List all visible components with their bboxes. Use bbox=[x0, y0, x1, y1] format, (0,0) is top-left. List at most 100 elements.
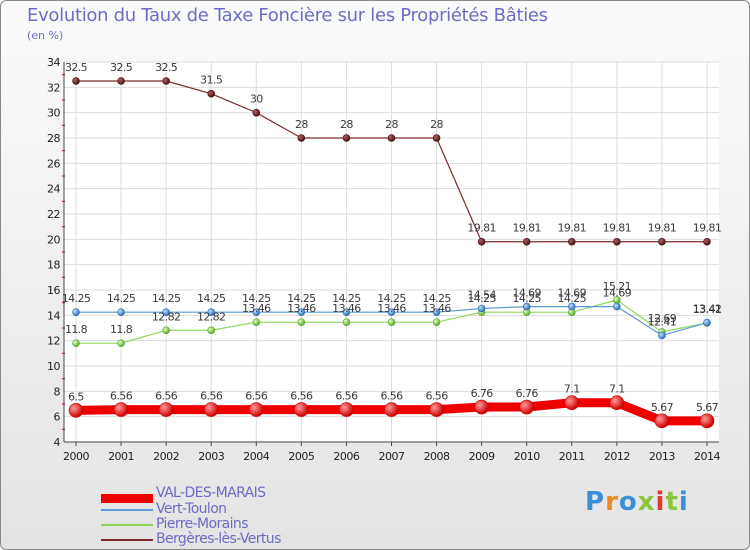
data-point-val-des-marais bbox=[339, 402, 354, 417]
data-label-pierre-morains: 14.25 bbox=[558, 292, 587, 305]
data-point-pierre-morains bbox=[207, 326, 216, 335]
legend-label-vert-toulon: Vert-Toulon bbox=[156, 501, 227, 517]
data-point-vert-toulon bbox=[387, 308, 396, 316]
data-label-vert-toulon: 14.25 bbox=[332, 292, 361, 305]
data-label-vert-toulon: 14.25 bbox=[152, 292, 181, 305]
data-label-pierre-morains: 11.8 bbox=[110, 323, 133, 336]
data-label-val-des-marais: 6.56 bbox=[290, 390, 313, 403]
data-label-val-des-marais: 6.76 bbox=[471, 387, 494, 400]
data-point-vert-toulon bbox=[117, 308, 125, 316]
data-point-val-des-marais bbox=[474, 399, 489, 415]
logo-letter: r bbox=[605, 487, 619, 517]
legend-swatch-vert-toulon bbox=[101, 509, 153, 511]
y-tick-label: 12 bbox=[47, 335, 60, 348]
data-label-pierre-morains: 13.46 bbox=[332, 302, 361, 315]
data-label-bergeres-les-vertus: 32.5 bbox=[65, 61, 88, 74]
data-label-val-des-marais: 6.56 bbox=[200, 390, 223, 403]
x-tick-label: 2001 bbox=[108, 450, 134, 463]
data-point-bergeres-les-vertus bbox=[72, 77, 80, 85]
data-label-pierre-morains: 12.82 bbox=[197, 310, 226, 323]
data-label-vert-toulon: 14.54 bbox=[467, 288, 496, 301]
logo-letter: i bbox=[655, 487, 666, 517]
data-point-val-des-marais bbox=[248, 402, 264, 417]
data-label-bergeres-les-vertus: 19.81 bbox=[558, 222, 587, 235]
y-axis-unit: (en %) bbox=[27, 29, 64, 42]
data-point-val-des-marais bbox=[654, 413, 670, 429]
proxiti-logo: Proxiti bbox=[585, 487, 689, 517]
data-point-val-des-marais bbox=[294, 402, 309, 417]
data-label-pierre-morains: 13.41 bbox=[693, 303, 722, 316]
data-label-bergeres-les-vertus: 31.5 bbox=[200, 74, 223, 87]
data-point-vert-toulon bbox=[703, 318, 711, 327]
data-label-val-des-marais: 6.56 bbox=[335, 390, 358, 403]
y-tick-label: 8 bbox=[54, 385, 61, 398]
data-point-bergeres-les-vertus bbox=[658, 237, 666, 246]
data-point-val-des-marais bbox=[203, 402, 219, 417]
data-point-bergeres-les-vertus bbox=[162, 77, 170, 85]
data-label-pierre-morains: 14.25 bbox=[467, 292, 496, 305]
legend-swatch-pierre-morains bbox=[101, 524, 153, 526]
y-tick-label: 32 bbox=[47, 81, 60, 94]
x-tick-label: 2013 bbox=[649, 450, 675, 463]
data-label-pierre-morains: 13.46 bbox=[377, 302, 406, 315]
y-tick-label: 30 bbox=[47, 107, 60, 120]
data-point-bergeres-les-vertus bbox=[522, 237, 531, 246]
data-point-bergeres-les-vertus bbox=[342, 134, 351, 142]
legend-swatch-val-des-marais bbox=[101, 494, 153, 503]
logo-letter: i bbox=[678, 487, 689, 517]
data-label-vert-toulon: 14.25 bbox=[197, 292, 226, 305]
legend-swatch-bergeres-les-vertus bbox=[101, 539, 153, 541]
data-point-vert-toulon bbox=[297, 308, 306, 316]
data-label-pierre-morains: 14.25 bbox=[512, 292, 541, 305]
data-point-val-des-marais bbox=[429, 402, 444, 417]
x-tick-label: 2009 bbox=[469, 450, 495, 463]
data-point-vert-toulon bbox=[252, 308, 261, 316]
data-point-pierre-morains bbox=[117, 339, 125, 348]
data-label-val-des-marais: 6.56 bbox=[426, 390, 449, 403]
y-tick-label: 26 bbox=[47, 157, 60, 170]
data-label-val-des-marais: 6.76 bbox=[516, 387, 539, 400]
y-tick-label: 18 bbox=[47, 259, 60, 272]
data-label-vert-toulon: 14.25 bbox=[377, 292, 406, 305]
logo-letter: o bbox=[618, 487, 638, 517]
data-label-bergeres-les-vertus: 28 bbox=[385, 118, 398, 131]
data-point-bergeres-les-vertus bbox=[567, 237, 576, 246]
data-point-pierre-morains bbox=[297, 318, 306, 326]
y-tick-label: 20 bbox=[47, 233, 60, 246]
data-label-val-des-marais: 5.67 bbox=[696, 401, 719, 414]
x-tick-label: 2004 bbox=[243, 450, 269, 463]
data-point-pierre-morains bbox=[162, 326, 170, 335]
data-label-pierre-morains: 15.21 bbox=[603, 280, 632, 293]
data-point-pierre-morains bbox=[387, 318, 396, 326]
data-label-vert-toulon: 14.69 bbox=[603, 287, 632, 300]
data-label-bergeres-les-vertus: 32.5 bbox=[155, 61, 178, 74]
data-point-val-des-marais bbox=[158, 402, 174, 417]
data-label-val-des-marais: 6.56 bbox=[110, 390, 133, 403]
data-label-pierre-morains: 11.8 bbox=[65, 323, 88, 336]
data-point-val-des-marais bbox=[609, 395, 625, 411]
data-label-val-des-marais: 7.1 bbox=[609, 383, 625, 396]
y-tick-label: 34 bbox=[47, 56, 60, 69]
x-tick-label: 2010 bbox=[514, 450, 540, 463]
data-point-bergeres-les-vertus bbox=[117, 77, 125, 85]
x-tick-label: 2003 bbox=[198, 450, 224, 463]
chart-title: Evolution du Taux de Taxe Foncière sur l… bbox=[27, 5, 548, 26]
data-label-bergeres-les-vertus: 19.81 bbox=[603, 222, 632, 235]
data-label-bergeres-les-vertus: 19.81 bbox=[648, 222, 677, 235]
data-point-val-des-marais bbox=[68, 403, 84, 418]
data-point-pierre-morains bbox=[432, 318, 441, 326]
data-label-vert-toulon: 14.25 bbox=[242, 292, 271, 305]
x-tick-label: 2006 bbox=[333, 450, 359, 463]
data-label-pierre-morains: 12.69 bbox=[648, 312, 677, 325]
data-label-bergeres-les-vertus: 28 bbox=[295, 118, 308, 131]
data-label-val-des-marais: 5.67 bbox=[651, 401, 674, 414]
data-point-vert-toulon bbox=[342, 308, 351, 316]
data-label-vert-toulon: 14.25 bbox=[62, 292, 91, 305]
data-label-val-des-marais: 6.56 bbox=[155, 390, 178, 403]
data-point-val-des-marais bbox=[384, 402, 399, 417]
data-label-val-des-marais: 6.56 bbox=[245, 390, 268, 403]
data-point-vert-toulon bbox=[432, 308, 441, 316]
data-point-pierre-morains bbox=[72, 339, 80, 348]
y-tick-label: 6 bbox=[54, 411, 61, 424]
x-tick-label: 2007 bbox=[379, 450, 405, 463]
